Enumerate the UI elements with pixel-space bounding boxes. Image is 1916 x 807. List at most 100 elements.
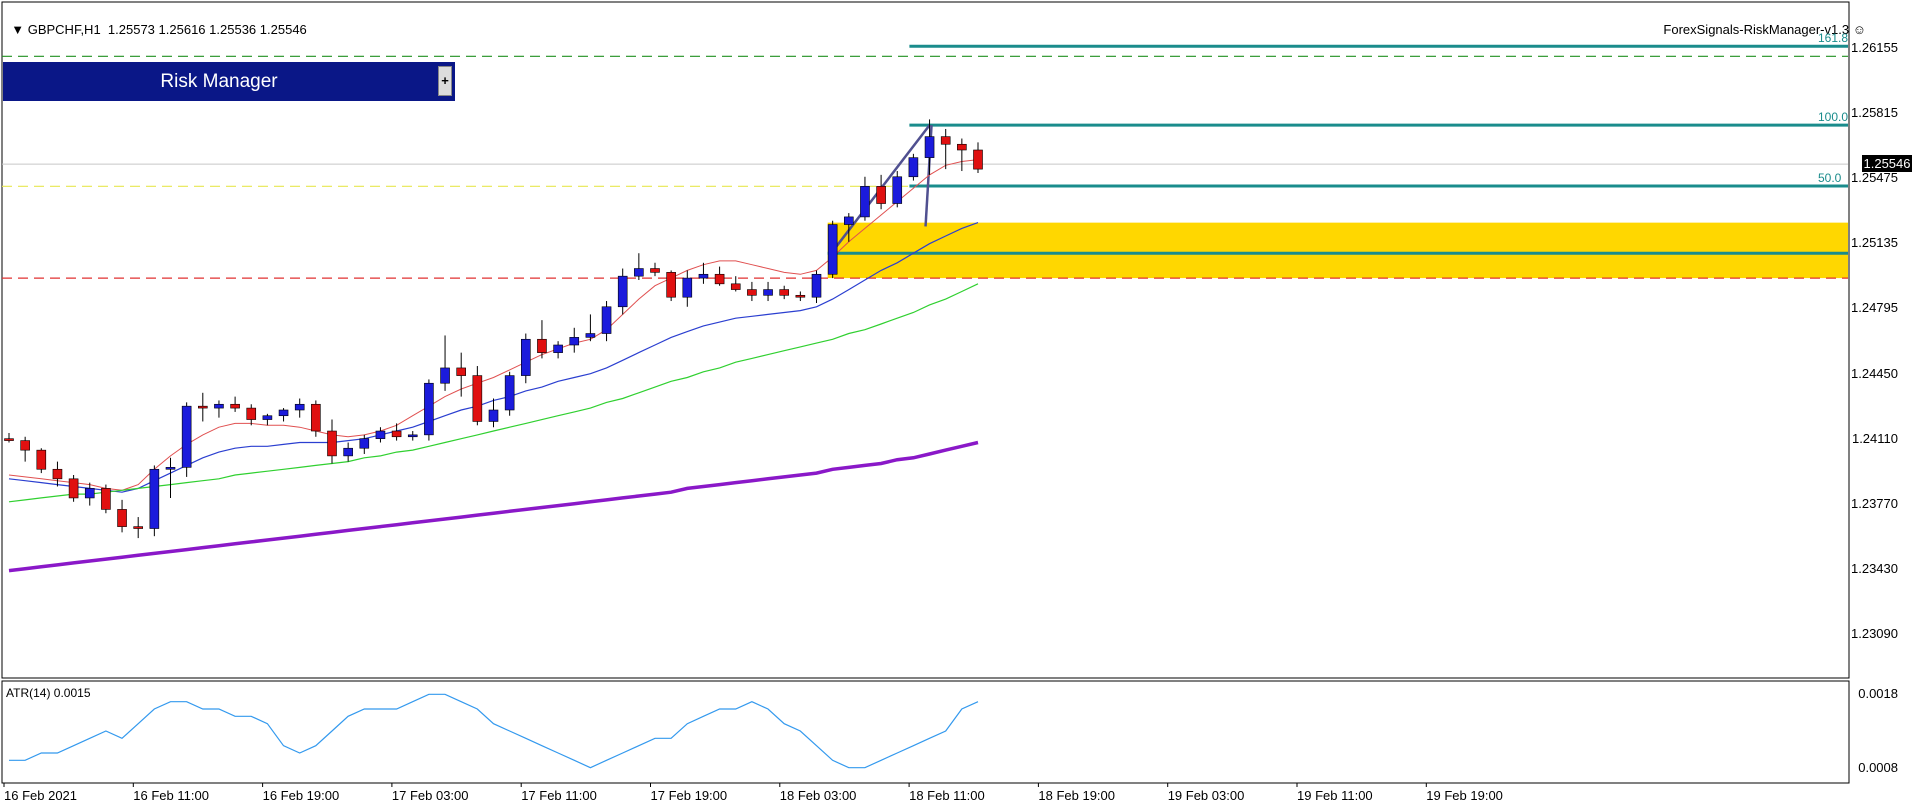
- time-axis-label: 18 Feb 11:00: [909, 788, 985, 803]
- fib-level-label: 50.0: [1818, 170, 1842, 185]
- candle-body: [908, 157, 919, 178]
- smiley-icon[interactable]: ☺: [1852, 22, 1866, 37]
- candle-body: [375, 430, 386, 439]
- risk-manager-panel[interactable]: Risk Manager +: [3, 62, 455, 101]
- candle: [763, 281, 773, 302]
- symbol-ohlc-header: ▼ GBPCHF,H1 1.25573 1.25616 1.25536 1.25…: [4, 6, 307, 38]
- candle-body: [149, 468, 160, 529]
- candle-body: [391, 430, 402, 438]
- candle-body: [827, 224, 838, 275]
- candle-body: [424, 382, 434, 436]
- candle-body: [117, 509, 127, 527]
- candle-body: [165, 467, 176, 470]
- candle: [424, 379, 434, 441]
- time-axis-label: 17 Feb 11:00: [521, 788, 597, 803]
- candle-body: [472, 375, 483, 422]
- candle: [262, 413, 273, 426]
- candle: [84, 482, 95, 506]
- time-axis-label: 16 Feb 11:00: [133, 788, 209, 803]
- expert-advisor-label: ForexSignals-RiskManager-v1.3 ☺: [1656, 6, 1866, 38]
- candle-body: [795, 294, 806, 298]
- candle-body: [666, 272, 676, 298]
- candle-body: [181, 405, 192, 468]
- candle: [440, 335, 450, 391]
- candle: [537, 320, 547, 359]
- candle-body: [520, 338, 531, 376]
- time-axis-label: 19 Feb 03:00: [1167, 788, 1245, 803]
- candle: [569, 327, 580, 353]
- candle: [843, 213, 854, 242]
- candle: [860, 176, 870, 221]
- candle: [682, 270, 693, 307]
- candle: [795, 291, 806, 302]
- candle-body: [101, 488, 111, 510]
- support-resistance-zone: [827, 222, 1848, 279]
- candle-body: [343, 447, 353, 457]
- candle: [20, 436, 30, 462]
- candle-body: [504, 375, 515, 411]
- price-axis-label: 1.25475: [1851, 169, 1898, 185]
- candle: [68, 475, 79, 502]
- candle-body: [407, 434, 418, 438]
- high-value: 1.25616: [158, 22, 206, 37]
- candle-body: [779, 289, 790, 296]
- candle-body: [650, 268, 660, 273]
- price-axis-label: 1.25815: [1851, 104, 1898, 120]
- candle: [957, 138, 967, 172]
- candle: [472, 366, 483, 426]
- candle-body: [634, 268, 644, 277]
- candle: [391, 423, 402, 441]
- candle-body: [940, 136, 951, 145]
- candle: [230, 396, 240, 412]
- expand-button[interactable]: +: [438, 66, 452, 96]
- candle: [811, 270, 822, 303]
- candle: [133, 517, 143, 539]
- current-price-tag: 1.25546: [1862, 155, 1912, 173]
- candle: [117, 499, 127, 533]
- dropdown-triangle-icon[interactable]: ▼: [11, 22, 28, 37]
- candle-body: [682, 277, 693, 298]
- candle: [730, 276, 741, 292]
- candle-body: [311, 403, 321, 432]
- candle-body: [4, 438, 14, 441]
- price-axis-label: 1.25135: [1851, 234, 1898, 250]
- candle: [359, 434, 370, 454]
- candle-body: [747, 289, 757, 296]
- atr-indicator-label: ATR(14) 0.0015: [6, 686, 91, 700]
- atr-axis-label: 0.0018: [1858, 686, 1898, 702]
- candle: [278, 408, 289, 422]
- atr-line: [9, 693, 979, 769]
- candle-body: [876, 186, 886, 204]
- candle-body: [714, 273, 725, 285]
- moving-average-1: [8, 159, 979, 491]
- price-axis-label: 1.23430: [1851, 560, 1898, 576]
- atr-axis-label: 0.0008: [1858, 759, 1898, 775]
- candle: [666, 270, 676, 302]
- candle-body: [537, 338, 547, 353]
- candle-body: [133, 526, 143, 529]
- candle-body: [278, 409, 289, 417]
- candle: [892, 171, 903, 208]
- candle-body: [811, 273, 822, 298]
- price-axis-label: 1.24795: [1851, 299, 1898, 315]
- candle: [876, 174, 886, 210]
- candle: [504, 371, 515, 416]
- candle-body: [456, 367, 467, 376]
- time-axis-label: 16 Feb 2021: [4, 788, 78, 803]
- candle: [714, 266, 725, 286]
- risk-manager-title: Risk Manager: [160, 71, 278, 92]
- time-axis-label: 16 Feb 19:00: [262, 788, 340, 803]
- candle-body: [553, 344, 563, 353]
- price-axis-label: 1.26155: [1851, 39, 1898, 55]
- candle: [488, 398, 499, 428]
- candle-body: [601, 306, 612, 334]
- open-value: 1.25573: [107, 22, 155, 37]
- candle-body: [230, 403, 240, 409]
- low-value: 1.25536: [209, 22, 257, 37]
- candle: [973, 142, 983, 173]
- candle-body: [860, 186, 870, 218]
- candle: [520, 333, 531, 384]
- candle: [294, 398, 305, 418]
- candle: [617, 268, 628, 315]
